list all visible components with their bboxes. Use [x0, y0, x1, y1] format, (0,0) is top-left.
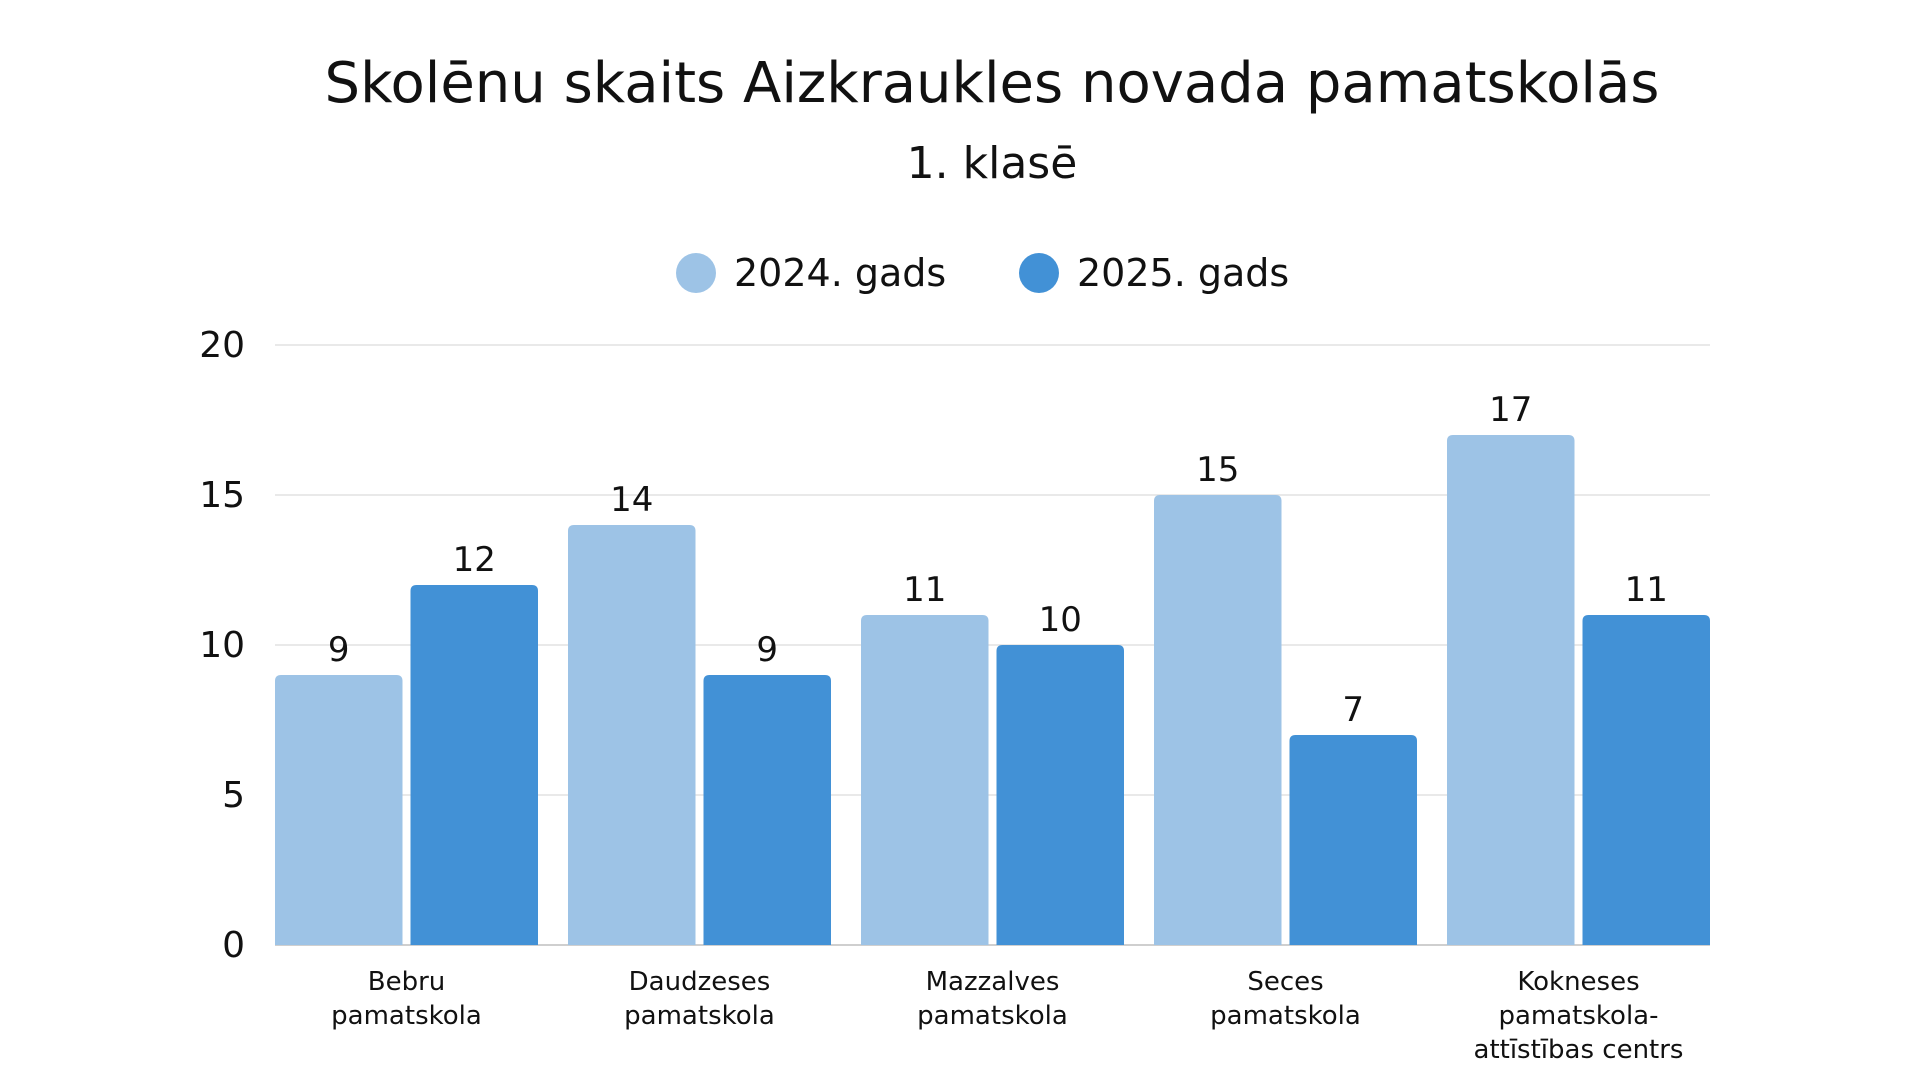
bar-series2-cat5: [1582, 615, 1710, 945]
x-tick-label-cat1-line1: Bebru: [368, 967, 446, 997]
value-label-series1-cat5: 17: [1489, 390, 1532, 430]
x-tick-label-cat3-line1: Mazzalves: [926, 967, 1060, 997]
bar-series1-cat5: [1447, 435, 1575, 945]
value-label-series2-cat4: 7: [1342, 690, 1364, 730]
y-tick-label-5: 5: [222, 775, 245, 816]
chart-legend: 2024. gads 2025. gads: [676, 251, 1289, 295]
legend-label-series1: 2024. gads: [734, 251, 946, 295]
bar-series2-cat4: [1289, 735, 1417, 945]
x-tick-label-cat3-line2: pamatskola: [917, 1001, 1068, 1031]
chart-title: Skolēnu skaits Aizkraukles novada pamats…: [325, 51, 1660, 116]
value-label-series1-cat2: 14: [610, 480, 653, 520]
value-label-series1-cat4: 15: [1196, 450, 1239, 490]
x-tick-label-cat5-line3: attīstības centrs: [1474, 1035, 1684, 1065]
bar-series2-cat3: [996, 645, 1124, 945]
x-tick-label-cat4-line1: Seces: [1247, 967, 1323, 997]
x-tick-label-cat2-line1: Daudzeses: [629, 967, 771, 997]
y-axis: 0 5 10 15 20: [199, 325, 245, 966]
value-label-series2-cat1: 12: [453, 540, 496, 580]
value-labels: 9 12 14 9 11 10 15 7 17 11: [328, 390, 1668, 730]
y-tick-label-20: 20: [199, 325, 245, 366]
value-label-series1-cat1: 9: [328, 630, 350, 670]
value-label-series2-cat5: 11: [1625, 570, 1668, 610]
bar-series1-cat3: [861, 615, 989, 945]
bar-series2-cat2: [703, 675, 831, 945]
value-label-series2-cat2: 9: [756, 630, 778, 670]
bar-series2-cat1: [410, 585, 538, 945]
bar-series1-cat2: [568, 525, 696, 945]
y-tick-label-0: 0: [222, 925, 245, 966]
x-tick-label-cat5-line2: pamatskola-: [1498, 1001, 1658, 1031]
x-tick-label-cat5-line1: Kokneses: [1517, 967, 1639, 997]
x-tick-label-cat2-line2: pamatskola: [624, 1001, 775, 1031]
bar-series1-cat4: [1154, 495, 1282, 945]
legend-label-series2: 2025. gads: [1077, 251, 1289, 295]
bars: [275, 435, 1710, 945]
legend-swatch-series1: [676, 253, 716, 293]
x-axis: Bebru pamatskola Daudzeses pamatskola Mazzal…: [331, 967, 1683, 1065]
y-tick-label-10: 10: [199, 625, 245, 666]
value-label-series1-cat3: 11: [903, 570, 946, 610]
legend-swatch-series2: [1019, 253, 1059, 293]
bar-series1-cat1: [275, 675, 403, 945]
value-label-series2-cat3: 10: [1039, 600, 1082, 640]
x-tick-label-cat4-line2: pamatskola: [1210, 1001, 1361, 1031]
x-tick-label-cat1-line2: pamatskola: [331, 1001, 482, 1031]
y-tick-label-15: 15: [199, 475, 245, 516]
chart-subtitle: 1. klasē: [907, 138, 1078, 189]
